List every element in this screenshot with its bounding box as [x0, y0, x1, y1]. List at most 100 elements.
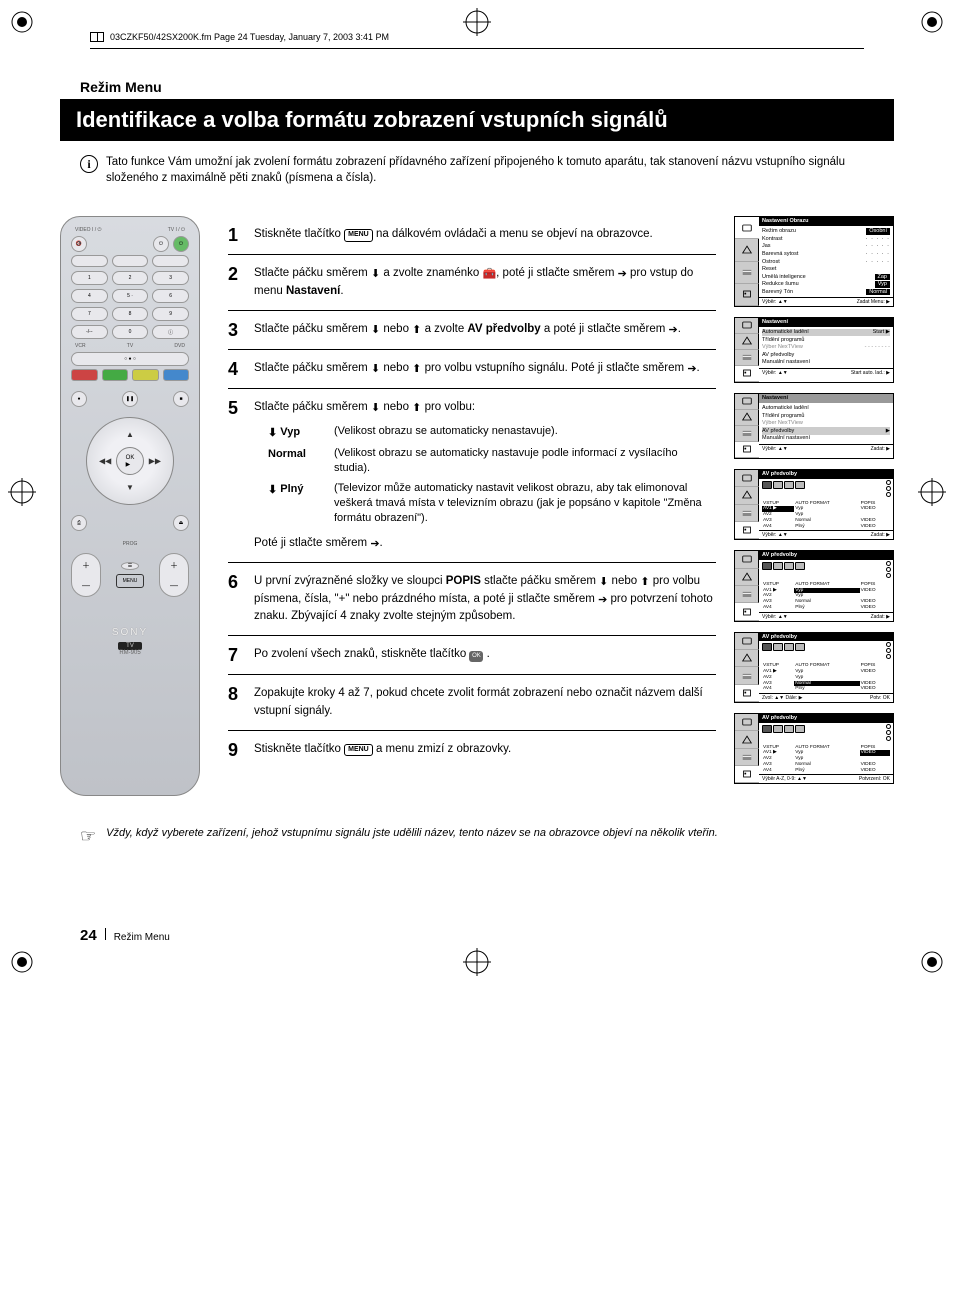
- osd-footer: Výběr: ▲▼Zadat: ▶: [759, 530, 893, 539]
- arrow-right-icon: ➔: [669, 324, 678, 336]
- num-dash[interactable]: -/--: [71, 325, 108, 339]
- arrow-down-icon: ⬇: [371, 402, 380, 414]
- blue-button[interactable]: [163, 369, 190, 381]
- arrow-down-icon: ⬇: [599, 576, 608, 588]
- dpad-ring[interactable]: ▲ ▼ ◀◀ ▶▶ OK▶: [86, 417, 174, 505]
- osd-tab-3: [735, 766, 759, 783]
- osd-tabs: [735, 714, 759, 783]
- step-1: 1Stiskněte tlačítko MENU na dálkovém ovl…: [228, 216, 716, 255]
- osd-screen-0: Nastavení ObrazuRežim obrazuOsobníKontra…: [734, 216, 894, 307]
- step5-options: ⬇ Vyp(Velikost obrazu se automaticky nen…: [268, 424, 716, 526]
- mute-button[interactable]: 🔇: [71, 236, 87, 252]
- jack-icons: [886, 560, 893, 578]
- num-6[interactable]: 6: [152, 289, 189, 303]
- model-area: TV RM-905: [71, 642, 189, 656]
- osd-tab-1: [735, 239, 759, 261]
- remote-column: VIDEO I / ⏻TV I / ⏻ 🔇⏻⏻ 123 45 ·6 789 -/…: [60, 216, 210, 796]
- num-4[interactable]: 4: [71, 289, 108, 303]
- page-number: 24: [80, 927, 97, 944]
- power-video-button[interactable]: ⏻: [153, 236, 169, 252]
- step-7: 7 Po zvolení všech znaků, stiskněte tlačí…: [228, 636, 716, 675]
- green-button[interactable]: [102, 369, 129, 381]
- osd-tab-3: [735, 685, 759, 702]
- osd-tabs: [735, 470, 759, 539]
- screens-column: Nastavení ObrazuRežim obrazuOsobníKontra…: [734, 216, 894, 794]
- arrow-up-icon: ⬆: [412, 402, 421, 414]
- model-label: RM-905: [119, 650, 140, 656]
- num-8[interactable]: 8: [112, 307, 149, 321]
- osd-tab-2: [735, 586, 759, 603]
- num-0[interactable]: 0: [112, 325, 149, 339]
- osd-panel-title: AV předvolby: [759, 714, 893, 723]
- red-button[interactable]: [71, 369, 98, 381]
- osd-tab-2: [735, 749, 759, 766]
- jack-icons: [886, 479, 893, 497]
- arrow-down-icon: ⬇: [371, 268, 380, 280]
- intro-row: i Tato funkce Vám umožní jak zvolení for…: [80, 155, 874, 186]
- osd-screen-1: NastaveníAutomatické laděníStart ▶Tříděn…: [734, 317, 894, 383]
- num-3[interactable]: 3: [152, 271, 189, 285]
- step-body: Po zvolení všech znaků, stiskněte tlačít…: [254, 646, 716, 664]
- osd-tabs: [735, 551, 759, 620]
- book-icon: [90, 32, 104, 42]
- step-3: 3Stlačte páčku směrem ⬇ nebo ⬆ a zvolte …: [228, 311, 716, 350]
- hand-icon: ☞: [80, 826, 96, 847]
- step-4: 4Stlačte páčku směrem ⬇ nebo ⬆ pro volbu…: [228, 350, 716, 389]
- osd-tab-1: [735, 334, 759, 350]
- src-button-1[interactable]: [71, 255, 108, 267]
- osd-tabs: [735, 394, 759, 458]
- step-number: 9: [228, 741, 246, 759]
- pause-button[interactable]: ❚❚: [122, 391, 138, 407]
- corner-br-button[interactable]: ⏏: [173, 515, 189, 531]
- menu-button[interactable]: MENU: [116, 574, 144, 588]
- ok-button[interactable]: OK▶: [116, 447, 144, 475]
- osd-tabs: [735, 217, 759, 306]
- prog-rocker[interactable]: ＋—: [159, 553, 189, 597]
- arrow-right-icon: ➔: [598, 594, 607, 606]
- corner-bl-button[interactable]: ⎙: [71, 515, 87, 531]
- num-2[interactable]: 2: [112, 271, 149, 285]
- jack-icons: [886, 723, 893, 741]
- av-table: VSTUPAUTO FORMATPOPISAV1 ▶VypVIDEOAV2Vyp…: [762, 663, 890, 692]
- volume-rocker[interactable]: ＋—: [71, 553, 101, 597]
- osd-screen-2: NastaveníAutomatické laděníTřídění progr…: [734, 393, 894, 459]
- osd-panel: Nastavení ObrazuRežim obrazuOsobníKontra…: [759, 217, 893, 306]
- num-info[interactable]: ⓘ: [152, 325, 189, 339]
- dpad-left-icon: ◀◀: [99, 457, 111, 466]
- section-label: Režim Menu: [80, 79, 894, 95]
- vcr-label: VCR: [75, 343, 86, 349]
- arrow-up-icon: ⬆: [412, 363, 421, 375]
- step-5: 5Stlačte páčku směrem ⬇ nebo ⬆ pro volbu…: [228, 389, 716, 563]
- num-9[interactable]: 9: [152, 307, 189, 321]
- num-5[interactable]: 5 ·: [112, 289, 149, 303]
- stop-button[interactable]: ■: [173, 391, 189, 407]
- osd-panel: NastaveníAutomatické laděníStart ▶Tříděn…: [759, 318, 893, 382]
- vcr-tv-dvd-switch[interactable]: ○ ● ○: [71, 352, 189, 366]
- rec-button[interactable]: ●: [71, 391, 87, 407]
- src-button-2[interactable]: [112, 255, 149, 267]
- src-button-3[interactable]: [152, 255, 189, 267]
- osd-tab-0: [735, 714, 759, 731]
- power-tv-button[interactable]: ⏻: [173, 236, 189, 252]
- dpad-up-icon: ▲: [126, 430, 134, 439]
- step-body: Stlačte páčku směrem ⬇ nebo ⬆ a zvolte A…: [254, 321, 716, 339]
- num-1[interactable]: 1: [71, 271, 108, 285]
- osd-panel: AV předvolbyVSTUPAUTO FORMATPOPISAV1 ▶Vy…: [759, 633, 893, 702]
- step-number: 7: [228, 646, 246, 664]
- tip-row: ☞ Vždy, když vyberete zařízení, jehož vs…: [80, 826, 874, 847]
- yellow-button[interactable]: [132, 369, 159, 381]
- arrow-right-icon: ➔: [618, 268, 627, 280]
- tv-format-icons: [759, 641, 808, 653]
- osd-panel: AV předvolbyVSTUPAUTO FORMATPOPISAV1 ▶Vy…: [759, 714, 893, 783]
- osd-rows: Režim obrazuOsobníKontrastJasBarevná syt…: [759, 226, 893, 297]
- page-footer: 24 Režim Menu: [80, 927, 894, 944]
- jack-icons: [886, 641, 893, 659]
- guide-button[interactable]: ☰: [121, 562, 139, 570]
- step-number: 8: [228, 685, 246, 720]
- arrow-up-icon: ⬆: [640, 576, 649, 588]
- toolbox-icon: 🧰: [482, 268, 496, 280]
- tv-badge: TV: [118, 642, 142, 650]
- step-body: U první zvýrazněné složky ve sloupci POP…: [254, 573, 716, 625]
- num-7[interactable]: 7: [71, 307, 108, 321]
- osd-rows: Automatické laděníTřídění programůVýber …: [759, 403, 893, 444]
